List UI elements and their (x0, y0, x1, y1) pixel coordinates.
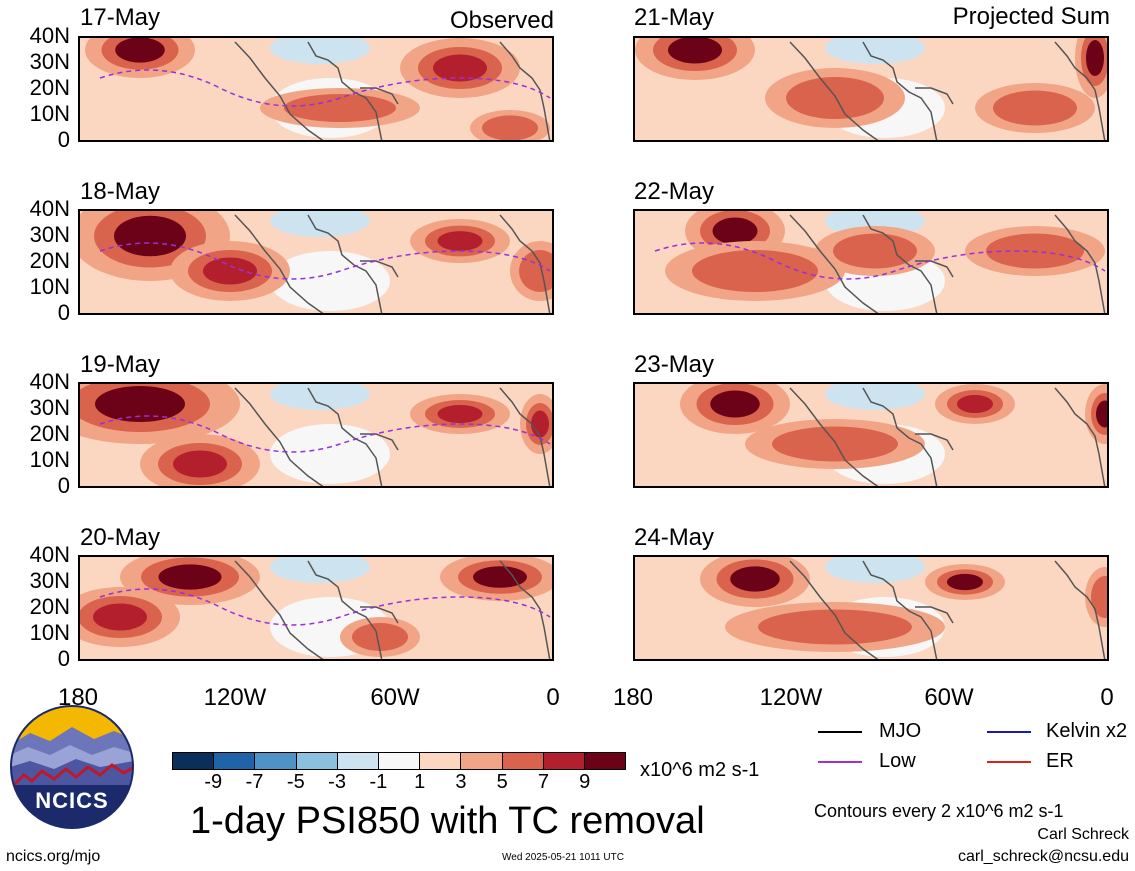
map-field-graphic (635, 384, 1107, 486)
lat-label-0: 0 (57, 300, 70, 325)
lat-label-40n: 40N (29, 23, 70, 48)
date-label-observed-4: 20-May (80, 524, 161, 551)
lat-label-30n: 30N (29, 49, 70, 74)
legend-label-er: ER (1046, 750, 1074, 772)
lat-label-40n: 40N (29, 196, 70, 221)
lat-label-30n: 30N (29, 568, 70, 593)
lat-label-0: 0 (57, 127, 70, 152)
lat-label-10n: 10N (29, 101, 70, 126)
lon-label-right-180: 180 (612, 684, 654, 711)
figure-title: 1-day PSI850 with TC removal (190, 800, 705, 842)
date-label-projected-3: 23-May (634, 351, 715, 378)
lat-label-0: 0 (57, 646, 70, 671)
timestamp: Wed 2025-05-21 1011 UTC (502, 852, 624, 863)
legend-label-mjo: MJO (879, 720, 922, 742)
colorbar-tick-label: 3 (455, 771, 467, 793)
colorbar-swatch (584, 753, 626, 769)
lon-label-left-120w: 120W (203, 684, 267, 711)
lat-label-20n: 20N (29, 421, 70, 446)
colorbar-swatch (420, 753, 462, 769)
lat-label-10n: 10N (29, 274, 70, 299)
map-panel-projected-2 (633, 209, 1109, 315)
lat-label-10n: 10N (29, 620, 70, 645)
colorbar-swatch (296, 753, 338, 769)
colorbar-tick-label: -7 (245, 771, 264, 793)
colorbar-tick-label: -1 (369, 771, 388, 793)
map-panel-observed-2 (78, 209, 554, 315)
ncics-logo: NCICS (10, 705, 134, 829)
author-name: Carl Schreck (1037, 826, 1129, 843)
lat-label-30n: 30N (29, 395, 70, 420)
lat-label-10n: 10N (29, 447, 70, 472)
lon-label-right-120w: 120W (759, 684, 823, 711)
date-label-observed-1: 17-May (80, 4, 161, 31)
lat-label-40n: 40N (29, 369, 70, 394)
colorbar-swatch (502, 753, 544, 769)
colorbar-swatch (378, 753, 421, 769)
colorbar-swatch (461, 753, 503, 769)
map-field-graphic (635, 38, 1107, 140)
colorbar-swatch (543, 753, 585, 769)
legend-line-er (987, 761, 1031, 763)
colorbar-swatch (255, 753, 297, 769)
ncics-logo-text: NCICS (35, 788, 109, 813)
observed-header: Observed (449, 7, 554, 34)
map-panel-observed-4 (78, 555, 554, 661)
legend-label-low: Low (879, 750, 916, 772)
website-link[interactable]: ncics.org/mjo (6, 848, 101, 865)
colorbar-swatch (337, 753, 379, 769)
author-email: carl_schreck@ncsu.edu (958, 848, 1129, 865)
lat-label-30n: 30N (29, 222, 70, 247)
date-label-projected-4: 24-May (634, 524, 715, 551)
colorbar-units: x10^6 m2 s-1 (640, 759, 760, 781)
colorbar-swatch (214, 753, 256, 769)
ncics-logo-graphic (10, 705, 134, 829)
colorbar-tick-label: -5 (286, 771, 305, 793)
colorbar-swatch (173, 753, 215, 769)
lat-label-0: 0 (57, 473, 70, 498)
legend-line-kelvin (987, 731, 1031, 733)
map-field-graphic (80, 384, 552, 486)
map-panel-projected-1 (633, 36, 1109, 142)
map-field-graphic (80, 211, 552, 313)
colorbar (172, 752, 626, 770)
map-panel-observed-1 (78, 36, 554, 142)
map-field-graphic (80, 557, 552, 659)
lon-label-left-60w: 60W (370, 684, 420, 711)
lat-label-40n: 40N (29, 542, 70, 567)
date-label-observed-3: 19-May (80, 351, 161, 378)
colorbar-tick-label: 1 (414, 771, 426, 793)
colorbar-tick-label: 5 (496, 771, 508, 793)
lat-label-20n: 20N (29, 75, 70, 100)
map-panel-projected-3 (633, 382, 1109, 488)
lat-label-20n: 20N (29, 594, 70, 619)
projected-header: Projected Sum (952, 3, 1110, 30)
map-field-graphic (635, 557, 1107, 659)
legend-line-mjo (818, 731, 862, 733)
colorbar-tick-label: -3 (328, 771, 346, 793)
colorbar-tick-label: 7 (537, 771, 550, 793)
map-field-graphic (80, 38, 552, 140)
legend-label-kelvin: Kelvin x2 (1046, 720, 1128, 742)
legend-line-low (818, 761, 862, 763)
colorbar-tick-label: -9 (204, 771, 223, 793)
contour-note: Contours every 2 x10^6 m2 s-1 (814, 801, 1064, 821)
date-label-projected-2: 22-May (634, 178, 715, 205)
colorbar-tick-label: 9 (579, 771, 591, 793)
map-panel-projected-4 (633, 555, 1109, 661)
date-label-projected-1: 21-May (634, 4, 715, 31)
lon-label-left-0: 0 (546, 684, 560, 711)
map-field-graphic (635, 211, 1107, 313)
lat-label-20n: 20N (29, 248, 70, 273)
lon-label-right-0: 0 (1100, 684, 1114, 711)
map-panel-observed-3 (78, 382, 554, 488)
lon-label-right-60w: 60W (924, 684, 974, 711)
date-label-observed-2: 18-May (80, 178, 161, 205)
